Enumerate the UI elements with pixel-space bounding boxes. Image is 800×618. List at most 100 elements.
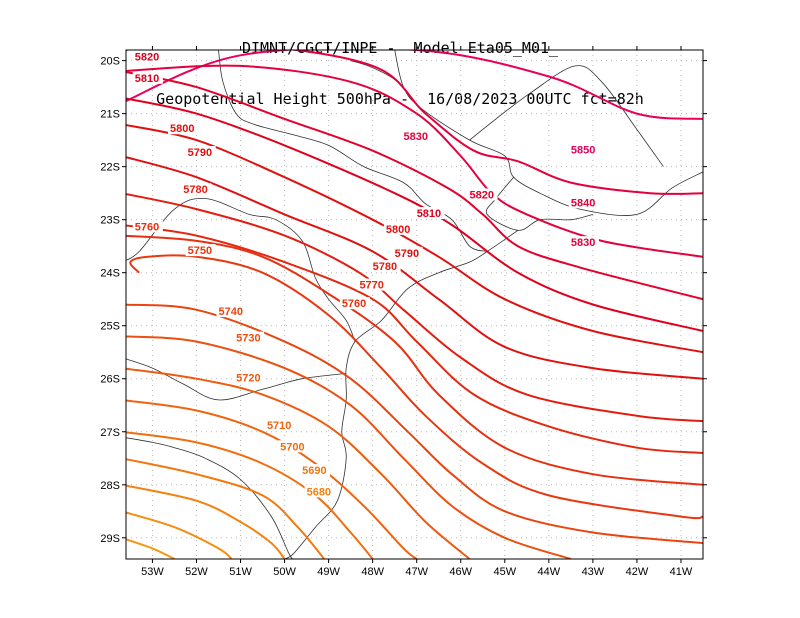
contour-label: 5760 [135, 221, 159, 233]
contour-line-5700 [126, 431, 374, 559]
lat-tick-label: 29S [100, 533, 120, 545]
contour-line-5660 [126, 538, 175, 559]
contour-label: 5790 [395, 248, 419, 260]
coastline-segment [218, 50, 488, 252]
contour-line-5710 [126, 399, 418, 559]
lon-tick-label: 44W [538, 566, 561, 578]
contour-label-bg [234, 331, 265, 344]
coastline-segment [126, 197, 356, 342]
contour-line-5800 [126, 124, 703, 354]
contour-label-bg [132, 220, 163, 233]
lat-tick-label: 27S [100, 427, 120, 439]
contour-line-5850 [126, 50, 703, 120]
contour-label: 5710 [267, 420, 291, 432]
contour-label-bg [185, 146, 216, 159]
contour-label: 5810 [135, 73, 159, 85]
lon-tick-label: 46W [449, 566, 472, 578]
contour-line-5840 [126, 50, 703, 195]
lon-tick-label: 51W [229, 566, 252, 578]
map-title: DIMNT/CGCT/INPE - Model Eta05_M01_ Geopo… [0, 6, 800, 125]
contour-label-bg [132, 50, 163, 63]
contour-label-bg [168, 122, 199, 135]
contour-label: 5820 [135, 52, 159, 64]
lat-tick-label: 20S [100, 56, 120, 68]
height-contours [126, 50, 703, 559]
contour-label: 5790 [188, 147, 212, 159]
contour-label-bg [568, 236, 599, 249]
lon-tick-label: 49W [317, 566, 340, 578]
lat-tick-label: 25S [100, 321, 120, 333]
contour-line-5790 [126, 156, 703, 380]
contour-label: 5740 [218, 306, 242, 318]
contour-label-bg [185, 244, 216, 257]
contour-line-5690 [126, 458, 325, 559]
contour-label: 5770 [359, 280, 383, 292]
contour-line-5720 [126, 367, 471, 559]
lon-tick-label: 41W [670, 566, 693, 578]
contour-label-bg [401, 130, 432, 143]
contour-label-bg [414, 207, 445, 220]
contour-label-bg [339, 297, 370, 310]
contour-line-5780 [126, 193, 703, 423]
contour-label: 5720 [236, 372, 260, 384]
lat-tick-label: 24S [100, 268, 120, 280]
contour-label: 5780 [183, 184, 207, 196]
contour-label: 5680 [307, 486, 331, 498]
contour-label: 5700 [280, 441, 304, 453]
contour-label-bg [300, 464, 331, 477]
lat-lon-grid [126, 50, 703, 559]
contour-label-bg [568, 196, 599, 209]
contour-label: 5800 [386, 224, 410, 236]
contour-label: 5750 [188, 245, 212, 257]
contour-label: 5800 [170, 123, 194, 135]
lat-tick-label: 28S [100, 480, 120, 492]
lon-tick-label: 52W [185, 566, 208, 578]
title-line-2: Geopotential Height 500hPa - 16/08/2023 … [156, 90, 644, 108]
contour-label-bg [370, 260, 401, 273]
contour-label-bg [181, 183, 212, 196]
contour-label: 5780 [373, 261, 397, 273]
contour-label-bg [467, 188, 498, 201]
contour-line-5760 [126, 234, 703, 486]
contour-label-bg [132, 71, 163, 84]
contour-line-5750 [129, 254, 703, 520]
axes: 53W 52W 51W 50W 49W 48W 47W 46W 45W 44W 43W 42W 41W 2… [100, 46, 707, 578]
contour-label: 5850 [205, 38, 229, 50]
contour-line-5670 [126, 511, 233, 559]
contour-labels: 5850582058105800579057805760575057405730… [132, 38, 599, 498]
lat-tick-label: 23S [100, 215, 120, 227]
lon-tick-label: 53W [141, 566, 164, 578]
contour-label-bg [234, 371, 265, 384]
lat-tick-label: 21S [100, 109, 120, 121]
title-line-1: DIMNT/CGCT/INPE - Model Eta05_M01_ [241, 39, 559, 57]
contour-label: 5840 [571, 197, 595, 209]
lon-tick-label: 47W [405, 566, 428, 578]
lon-tick-label: 48W [361, 566, 384, 578]
contour-label-bg [264, 419, 295, 432]
lat-tick-label: 22S [100, 162, 120, 174]
contour-label: 5760 [342, 298, 366, 310]
contour-label-bg [383, 222, 414, 235]
plot-frame [125, 49, 704, 560]
contour-line-5680 [126, 484, 286, 559]
contour-label-bg [392, 246, 423, 259]
contour-label: 5830 [571, 237, 595, 249]
contour-label-bg [568, 143, 599, 156]
coastline-segment [469, 65, 664, 167]
coastline-segment [126, 358, 347, 401]
contour-label-bg [304, 485, 335, 498]
contour-label: 5820 [470, 189, 494, 201]
coastline-segment [126, 437, 294, 559]
contour-label: 5730 [236, 333, 260, 345]
contour-line-5740 [126, 303, 703, 545]
lon-tick-label: 50W [273, 566, 296, 578]
lon-tick-label: 45W [493, 566, 516, 578]
contour-label: 5690 [302, 465, 326, 477]
contour-label-bg [357, 278, 388, 291]
contour-label: 5810 [417, 208, 441, 220]
contour-line-5820 [126, 71, 703, 301]
lon-tick-label: 43W [582, 566, 605, 578]
contour-label: 5830 [403, 131, 427, 143]
contour-label-bg [278, 440, 309, 453]
